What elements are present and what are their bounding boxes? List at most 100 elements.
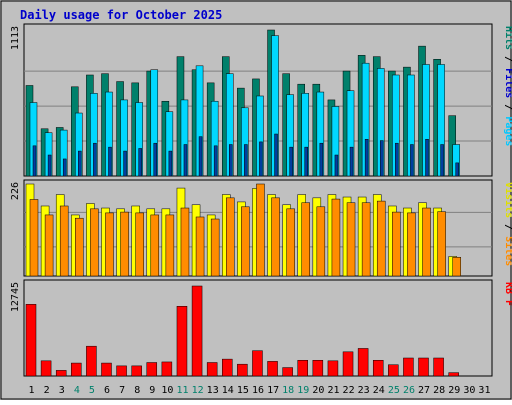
x-tick-label-day-6: 6 bbox=[104, 385, 110, 396]
bar-sites-day-5 bbox=[90, 208, 99, 277]
bar-pages-day-11 bbox=[183, 144, 188, 177]
panel-visits-sites: 226 Visits / Sites bbox=[10, 179, 512, 277]
bar-kbytes-day-24 bbox=[372, 360, 384, 377]
x-tick-label-day-14: 14 bbox=[222, 385, 234, 396]
bar-pages-day-13 bbox=[213, 145, 218, 177]
bar-kbytes-day-4 bbox=[71, 362, 82, 377]
bar-kbytes-day-17 bbox=[267, 361, 278, 377]
legend-item: KB F bbox=[503, 282, 512, 306]
bar-pages-day-16 bbox=[259, 141, 263, 177]
bar-kbytes-day-10 bbox=[161, 361, 173, 377]
x-tick-label-day-29: 29 bbox=[448, 385, 460, 396]
x-tick-label-day-30: 30 bbox=[463, 385, 475, 396]
bar-kbytes-day-19 bbox=[297, 360, 308, 377]
legend-item: Hits bbox=[503, 26, 512, 50]
bar-sites-day-1 bbox=[29, 199, 39, 277]
bar-kbytes-day-8 bbox=[131, 365, 142, 377]
bar-sites-day-13 bbox=[210, 218, 220, 277]
legend-item: Visits bbox=[503, 182, 512, 218]
bar-sites-day-2 bbox=[44, 214, 54, 277]
bar-sites-day-20 bbox=[316, 206, 326, 277]
bar-kbytes-day-7 bbox=[116, 365, 127, 377]
bar-sites-day-8 bbox=[135, 212, 144, 277]
bar-kbytes-day-20 bbox=[312, 360, 324, 377]
bar-sites-day-18 bbox=[286, 208, 295, 277]
bar-kbytes-day-28 bbox=[433, 357, 444, 377]
bar-pages-day-8 bbox=[138, 148, 142, 177]
legend-middle: Visits / Sites bbox=[503, 182, 512, 266]
bar-pages-day-4 bbox=[78, 150, 82, 177]
bar-kbytes-day-2 bbox=[40, 360, 52, 377]
x-tick-label-day-25: 25 bbox=[388, 385, 400, 396]
bar-kbytes-day-11 bbox=[176, 306, 188, 377]
bar-pages-day-27 bbox=[425, 139, 429, 177]
x-tick-label-day-8: 8 bbox=[134, 385, 140, 396]
bar-sites-day-21 bbox=[331, 198, 341, 277]
bar-pages-day-19 bbox=[304, 146, 308, 177]
bar-kbytes-day-9 bbox=[146, 362, 158, 377]
bar-kbytes-day-21 bbox=[327, 360, 339, 377]
x-tick-label-day-21: 21 bbox=[327, 385, 339, 396]
bar-kbytes-day-22 bbox=[342, 351, 354, 377]
bar-sites-day-25 bbox=[392, 211, 401, 277]
bar-kbytes-day-14 bbox=[222, 358, 233, 377]
bar-pages-day-2 bbox=[47, 154, 52, 177]
bar-pages-day-21 bbox=[334, 154, 339, 177]
bar-kbytes-day-18 bbox=[282, 367, 293, 377]
bar-kbytes-day-25 bbox=[388, 364, 399, 377]
legend-item: Sites bbox=[503, 236, 512, 266]
bar-pages-day-14 bbox=[229, 144, 233, 177]
x-tick-label-day-23: 23 bbox=[358, 385, 370, 396]
bar-pages-day-12 bbox=[198, 136, 203, 177]
legend-item: Pages bbox=[503, 116, 512, 146]
bar-kbytes-day-3 bbox=[55, 370, 67, 377]
bar-sites-day-7 bbox=[120, 211, 129, 277]
bar-sites-day-22 bbox=[346, 202, 356, 277]
x-tick-label-day-1: 1 bbox=[29, 385, 35, 396]
bar-sites-day-19 bbox=[301, 202, 310, 277]
x-tick-label-day-11: 11 bbox=[176, 385, 188, 396]
x-tick-label-day-17: 17 bbox=[267, 385, 279, 396]
bar-kbytes-day-6 bbox=[101, 362, 112, 377]
bar-sites-day-17 bbox=[271, 197, 280, 277]
bar-kbytes-day-16 bbox=[252, 350, 263, 377]
legend-top: Hits / Files / Pages bbox=[503, 26, 512, 146]
x-tick-label-day-27: 27 bbox=[418, 385, 430, 396]
legend-separator: / bbox=[503, 50, 512, 68]
x-tick-label-day-4: 4 bbox=[74, 385, 80, 396]
bar-pages-day-1 bbox=[32, 145, 37, 177]
bar-pages-day-17 bbox=[274, 133, 278, 177]
x-tick-label-day-15: 15 bbox=[237, 385, 249, 396]
x-tick-label-day-2: 2 bbox=[44, 385, 50, 396]
bar-pages-day-10 bbox=[168, 150, 173, 177]
bar-sites-day-9 bbox=[150, 214, 160, 277]
bar-kbytes-day-23 bbox=[357, 348, 369, 377]
bar-kbytes-day-12 bbox=[191, 285, 203, 377]
bar-pages-day-18 bbox=[289, 146, 293, 177]
bar-sites-day-4 bbox=[75, 217, 84, 277]
bar-kbytes-day-13 bbox=[206, 362, 218, 377]
bar-pages-day-29 bbox=[455, 162, 459, 177]
x-tick-label-day-9: 9 bbox=[149, 385, 155, 396]
bar-kbytes-day-15 bbox=[237, 363, 248, 377]
legend-separator: / bbox=[503, 218, 512, 236]
panel-hits-files-pages: 1113 Hits / Files / Pages bbox=[10, 23, 512, 177]
bar-pages-day-7 bbox=[123, 150, 127, 177]
bar-pages-day-3 bbox=[62, 158, 67, 177]
bar-sites-day-16 bbox=[256, 183, 265, 277]
x-tick-label-day-7: 7 bbox=[119, 385, 125, 396]
bar-sites-day-6 bbox=[105, 212, 114, 277]
y-max-label: 12745 bbox=[10, 282, 21, 312]
bar-sites-day-11 bbox=[180, 207, 190, 277]
bar-sites-day-28 bbox=[437, 211, 446, 277]
bar-kbytes-day-27 bbox=[418, 357, 429, 377]
bar-sites-day-14 bbox=[226, 197, 235, 277]
bar-pages-day-23 bbox=[364, 139, 369, 177]
chart-title: Daily usage for October 2025 bbox=[20, 8, 222, 22]
bar-kbytes-day-29 bbox=[448, 372, 459, 377]
legend-item: Files bbox=[503, 68, 512, 98]
